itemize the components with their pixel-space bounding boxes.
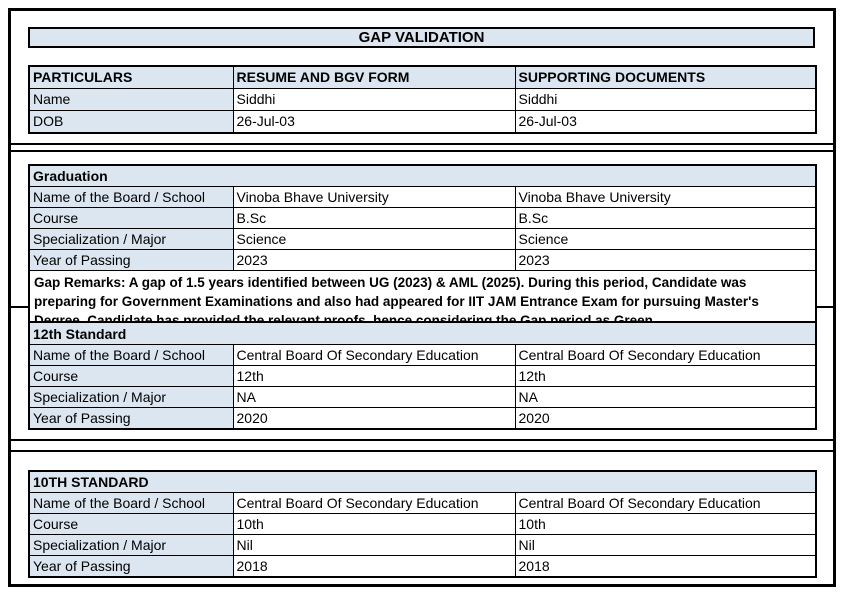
- row-label: Year of Passing: [28, 249, 234, 271]
- tenth-standard-table: 10TH STANDARD Name of the Board / School…: [28, 470, 818, 578]
- cell-value: 12th: [232, 365, 516, 387]
- cell-value: Nil: [514, 534, 817, 556]
- table-row-name: Name Siddhi Siddhi: [28, 88, 817, 111]
- cell-value: Central Board Of Secondary Education: [232, 344, 516, 366]
- cell-value: Vinoba Bhave University: [514, 186, 817, 208]
- row-label: Year of Passing: [28, 555, 234, 578]
- row-label: Specialization / Major: [28, 534, 234, 556]
- cell-value: Central Board Of Secondary Education: [514, 492, 817, 514]
- name-resume-value: Siddhi: [232, 88, 516, 111]
- cell-value: 2018: [514, 555, 817, 578]
- table-row: Year of Passing 2023 2023: [28, 249, 817, 271]
- row-label: Name of the Board / School: [28, 344, 234, 366]
- table-row: Year of Passing 2018 2018: [28, 555, 817, 578]
- cell-value: B.Sc: [232, 207, 516, 229]
- cell-value: 10th: [514, 513, 817, 535]
- section-divider-line: [8, 450, 836, 452]
- cell-value: NA: [514, 386, 817, 408]
- dob-resume-value: 26-Jul-03: [232, 110, 516, 134]
- table-row: Year of Passing 2020 2020: [28, 407, 817, 430]
- cell-value: 2023: [514, 249, 817, 271]
- particulars-table: PARTICULARS RESUME AND BGV FORM SUPPORTI…: [28, 65, 817, 134]
- row-label: Name of the Board / School: [28, 186, 234, 208]
- section-header-row: 10TH STANDARD: [28, 470, 817, 493]
- row-label: DOB: [28, 110, 234, 134]
- row-label: Specialization / Major: [28, 386, 234, 408]
- graduation-table: Graduation Name of the Board / School Vi…: [28, 164, 818, 334]
- section-divider-line: [8, 150, 836, 152]
- name-supporting-value: Siddhi: [514, 88, 817, 111]
- row-label: Specialization / Major: [28, 228, 234, 250]
- section-header-row: 12th Standard: [28, 321, 817, 345]
- row-label: Course: [28, 513, 234, 535]
- table-row: Course B.Sc B.Sc: [28, 207, 817, 229]
- section-title-12th: 12th Standard: [28, 321, 817, 345]
- cell-value: 10th: [232, 513, 516, 535]
- section-divider-line: [8, 143, 836, 145]
- table-header-row: PARTICULARS RESUME AND BGV FORM SUPPORTI…: [28, 65, 817, 89]
- dob-supporting-value: 26-Jul-03: [514, 110, 817, 134]
- section-title-10th: 10TH STANDARD: [28, 470, 817, 493]
- cell-value: 2023: [232, 249, 516, 271]
- header-particulars: PARTICULARS: [28, 65, 234, 89]
- cell-value: Nil: [232, 534, 516, 556]
- row-label: Name: [28, 88, 234, 111]
- header-resume-bgv: RESUME AND BGV FORM: [232, 65, 516, 89]
- cell-value: Vinoba Bhave University: [232, 186, 516, 208]
- cell-value: 2020: [232, 407, 516, 430]
- table-row-dob: DOB 26-Jul-03 26-Jul-03: [28, 110, 817, 134]
- cell-value: 12th: [514, 365, 817, 387]
- cell-value: Central Board Of Secondary Education: [232, 492, 516, 514]
- header-supporting-docs: SUPPORTING DOCUMENTS: [514, 65, 817, 89]
- table-row: Specialization / Major NA NA: [28, 386, 817, 408]
- row-label: Year of Passing: [28, 407, 234, 430]
- cell-value: Central Board Of Secondary Education: [514, 344, 817, 366]
- table-row: Name of the Board / School Central Board…: [28, 492, 817, 514]
- row-label: Course: [28, 207, 234, 229]
- table-row: Name of the Board / School Vinoba Bhave …: [28, 186, 817, 208]
- cell-value: 2018: [232, 555, 516, 578]
- table-row: Specialization / Major Nil Nil: [28, 534, 817, 556]
- cell-value: 2020: [514, 407, 817, 430]
- row-label: Course: [28, 365, 234, 387]
- twelfth-standard-table: 12th Standard Name of the Board / School…: [28, 321, 818, 430]
- row-label: Name of the Board / School: [28, 492, 234, 514]
- cell-value: Science: [514, 228, 817, 250]
- table-row: Course 12th 12th: [28, 365, 817, 387]
- cell-value: B.Sc: [514, 207, 817, 229]
- table-row: Name of the Board / School Central Board…: [28, 344, 817, 366]
- cell-value: NA: [232, 386, 516, 408]
- table-row: Course 10th 10th: [28, 513, 817, 535]
- section-title-graduation: Graduation: [28, 164, 817, 187]
- cell-value: Science: [232, 228, 516, 250]
- table-row: Specialization / Major Science Science: [28, 228, 817, 250]
- page-title: GAP VALIDATION: [28, 27, 815, 48]
- section-divider-line: [8, 439, 836, 441]
- section-header-row: Graduation: [28, 164, 817, 187]
